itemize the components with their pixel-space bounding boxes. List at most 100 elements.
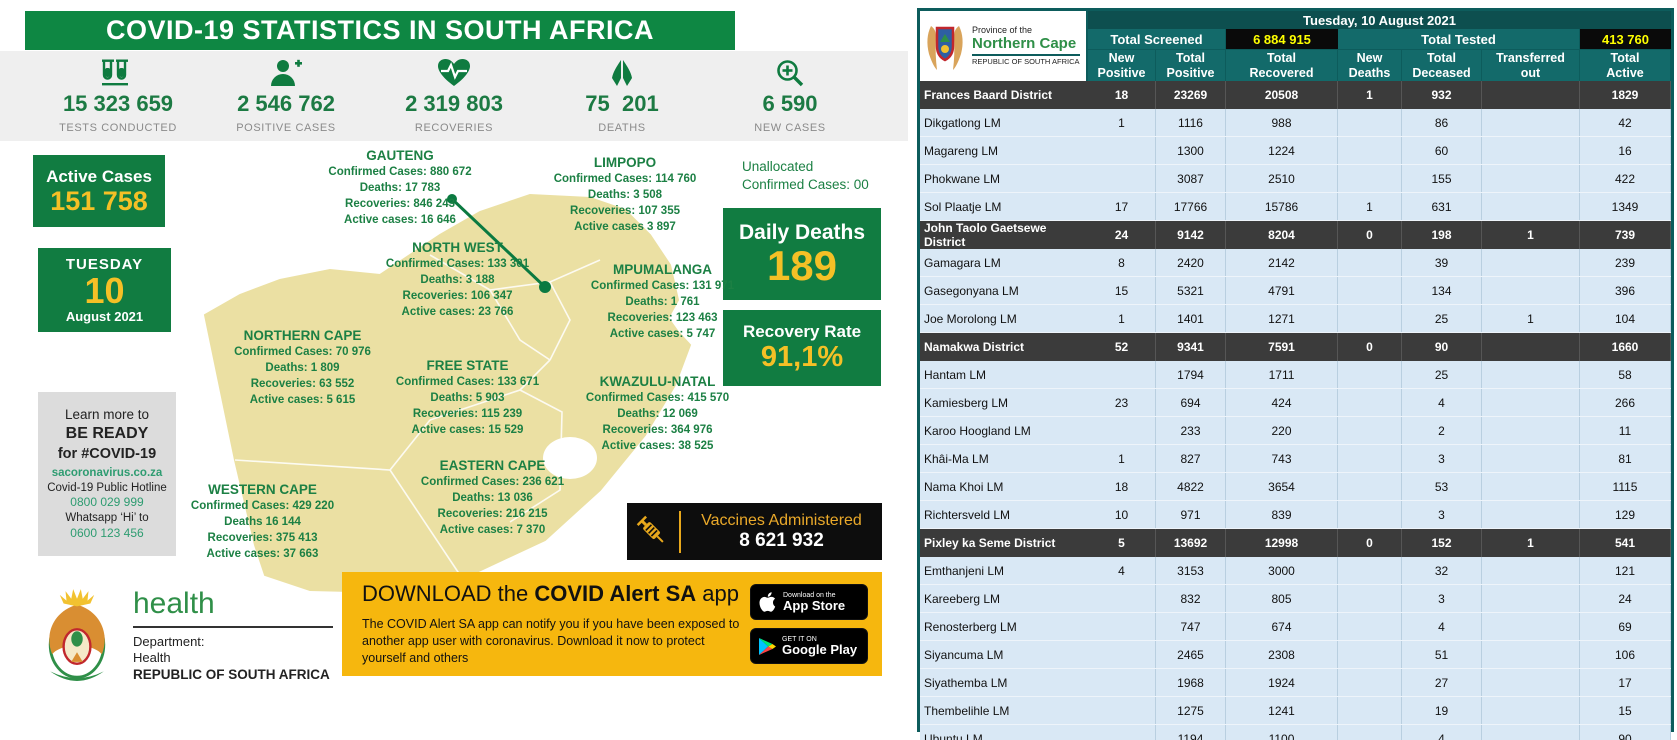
row-name: Sol Plaatje LM: [924, 199, 1002, 214]
row-cell: [1482, 193, 1580, 220]
national-stat: 6 590 NEW CASES: [710, 58, 870, 134]
row-cell: 15: [1088, 277, 1156, 304]
table-row: Nama Khoi LM 18 4822 3654 53 1115: [920, 473, 1671, 501]
date-box: TUESDAY 10 August 2021: [38, 248, 171, 332]
table-row: Magareng LM 1300 1224 60 16: [920, 137, 1671, 165]
row-cell: 2142: [1226, 249, 1338, 276]
stat-value: 15 323 659: [62, 91, 174, 116]
table-row: Khâi-Ma LM 1 827 743 3 81: [920, 445, 1671, 473]
recovery-rate-value: 91,1%: [760, 341, 844, 374]
total-tested-label: Total Tested: [1338, 29, 1580, 49]
row-name: Phokwane LM: [924, 171, 1001, 186]
table-row: Gasegonyana LM 15 5321 4791 134 396: [920, 277, 1671, 305]
row-cell: 5: [1088, 529, 1156, 557]
row-cell: 86: [1402, 109, 1482, 136]
column-header-total-active: Total Active: [1580, 49, 1671, 81]
province-stat-line: Active cases 3 897: [574, 221, 676, 234]
province-name: EASTERN CAPE: [439, 458, 546, 473]
province-stats-limpopo: LIMPOPO Confirmed Cases: 114 760 Deaths: 3…: [520, 155, 730, 235]
table-row: Pixley ka Seme District 5 13692 12998 0 152 1 5…: [920, 529, 1671, 557]
south-africa-map: [130, 160, 740, 620]
syringe-icon: [627, 514, 679, 550]
table-row: Ubuntu LM 1194 1100 4 90: [920, 725, 1671, 740]
row-cell: [1482, 417, 1580, 444]
province-stat-line: Deaths: 1 809: [265, 362, 340, 375]
province-stat-line: Deaths: 3 188: [420, 274, 495, 287]
row-cell: 52: [1088, 333, 1156, 361]
province-stat-line: Deaths: 3 508: [587, 189, 663, 202]
hotline-label: Covid-19 Public Hotline: [47, 481, 167, 494]
row-cell: 18: [1088, 473, 1156, 500]
row-cell: 1829: [1580, 81, 1671, 109]
praying-hands-icon: [607, 58, 637, 88]
row-cell: 739: [1580, 221, 1671, 249]
row-name: Pixley ka Seme District: [924, 536, 1056, 550]
health-department-footer: health Department: Health REPUBLIC OF SO…: [33, 583, 333, 693]
row-cell: 1: [1088, 445, 1156, 472]
stat-label: POSITIVE CASES: [236, 122, 336, 134]
stat-value: 2 546 762: [237, 91, 335, 116]
heart-pulse-icon: [437, 58, 471, 88]
column-headers: New Positive Total Positive Total Recovered Ne…: [1088, 49, 1671, 81]
row-cell: 18: [1088, 81, 1156, 109]
health-brand: health: [133, 587, 215, 620]
province-stats-free-state: FREE STATE Confirmed Cases: 133 671 Deaths…: [360, 358, 575, 438]
row-name: Joe Morolong LM: [924, 311, 1017, 326]
province-stat-line: Recoveries: 846 243: [345, 198, 455, 211]
vaccines-bar: Vaccines Administered 8 621 932: [627, 503, 882, 560]
table-row: Namakwa District 52 9341 7591 0 90 1660: [920, 333, 1671, 361]
row-cell: 747: [1156, 613, 1226, 640]
row-cell: 832: [1156, 585, 1226, 612]
sacoronavirus-link[interactable]: sacoronavirus.co.za: [51, 466, 163, 479]
province-stat-line: Deaths 16 144: [224, 516, 301, 529]
province-name: NORTHERN CAPE: [243, 328, 362, 343]
daily-deaths-label: Daily Deaths: [738, 221, 866, 244]
nc-logo-line3: REPUBLIC OF SOUTH AFRICA: [972, 56, 1080, 66]
column-header-new-positive: New Positive: [1088, 49, 1156, 81]
row-cell: 1116: [1156, 109, 1226, 136]
province-stat-line: Confirmed Cases: 114 760: [553, 173, 697, 185]
stat-label: RECOVERIES: [414, 122, 494, 134]
row-cell: 239: [1580, 249, 1671, 276]
row-name: Dikgatlong LM: [924, 115, 1001, 130]
nc-logo-line1: Province of the: [972, 25, 1033, 36]
person-plus-icon: [269, 58, 303, 88]
column-header-total-deceased: Total Deceased: [1402, 49, 1482, 81]
row-cell: [1338, 417, 1402, 444]
row-cell: 104: [1580, 305, 1671, 332]
province-name: GAUTENG: [366, 148, 434, 163]
row-cell: 19: [1402, 697, 1482, 724]
nc-logo-line2: Northern Cape: [972, 34, 1077, 52]
google-play-badge[interactable]: GET IT ON Google Play: [750, 628, 868, 664]
row-cell: 13692: [1156, 529, 1226, 557]
row-cell: 53: [1402, 473, 1482, 500]
row-cell: [1482, 81, 1580, 109]
row-cell: [1088, 613, 1156, 640]
row-cell: 424: [1226, 389, 1338, 416]
row-cell: 16: [1580, 137, 1671, 164]
row-name: John Taolo Gaetsewe District: [924, 221, 1047, 249]
national-stat: 75 201 DEATHS: [542, 58, 702, 134]
province-stats-eastern-cape: EASTERN CAPE Confirmed Cases: 236 621 Deat…: [385, 458, 600, 538]
row-cell: 1401: [1156, 305, 1226, 332]
row-cell: [1338, 697, 1402, 724]
row-cell: [1338, 501, 1402, 528]
row-cell: 69: [1580, 613, 1671, 640]
northern-cape-logo-cell: Province of the Northern Cape REPUBLIC O…: [920, 11, 1088, 81]
row-cell: 805: [1226, 585, 1338, 612]
app-store-badge[interactable]: Download on the App Store: [750, 584, 868, 620]
row-cell: [1482, 137, 1580, 164]
recovery-rate-box: Recovery Rate 91,1%: [723, 310, 881, 386]
row-cell: [1088, 417, 1156, 444]
row-cell: [1338, 361, 1402, 388]
row-cell: 32: [1402, 557, 1482, 584]
active-cases-value: 151 758: [50, 185, 148, 216]
northern-cape-table: Province of the Northern Cape REPUBLIC O…: [917, 8, 1674, 740]
row-cell: 3: [1402, 445, 1482, 472]
row-cell: 1660: [1580, 333, 1671, 361]
row-cell: [1482, 333, 1580, 361]
hotline-number: 0800 029 999: [70, 495, 144, 510]
row-name: Namakwa District: [924, 340, 1025, 354]
row-cell: 25: [1402, 361, 1482, 388]
